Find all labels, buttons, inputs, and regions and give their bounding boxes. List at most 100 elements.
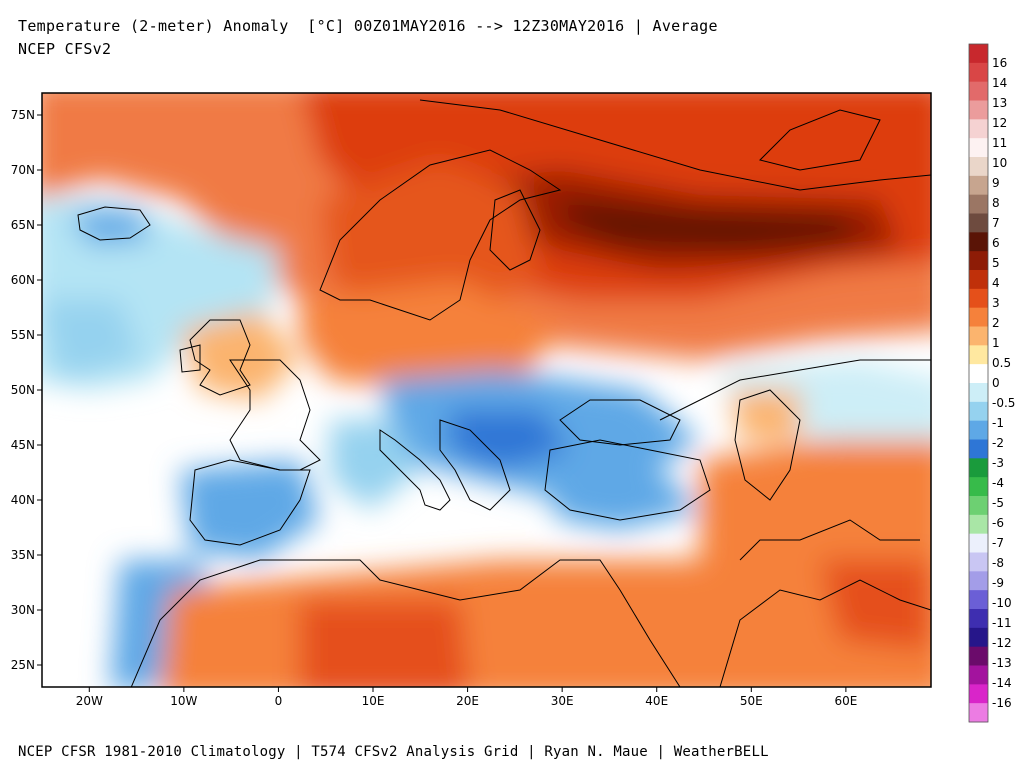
colorbar-swatch: [969, 609, 988, 629]
colorbar-swatch: [969, 232, 988, 252]
colorbar-swatch: [969, 44, 988, 64]
colorbar-swatch: [969, 514, 988, 535]
anomaly-region-scandinavia-warm: [320, 160, 540, 320]
colorbar-label: -14: [992, 676, 1012, 690]
colorbar-swatch: [969, 288, 988, 309]
colorbar-label: 5: [992, 256, 1000, 270]
colorbar-label: -7: [992, 536, 1004, 550]
colorbar-label: -5: [992, 496, 1004, 510]
lat-tick-label: 40N: [11, 493, 35, 507]
colorbar-swatch: [969, 213, 988, 233]
anomaly-region-uk-warm: [180, 310, 300, 400]
colorbar-swatch: [969, 383, 988, 403]
colorbar-swatch: [969, 157, 988, 177]
lat-tick-label: 75N: [11, 108, 35, 122]
colorbar-swatch: [969, 477, 988, 497]
colorbar-swatch: [969, 119, 988, 139]
colorbar-label: 9: [992, 176, 1000, 190]
lon-tick-label: 0: [275, 694, 283, 708]
colorbar-swatch: [969, 326, 988, 346]
lat-tick-label: 45N: [11, 438, 35, 452]
colorbar-label: -9: [992, 576, 1004, 590]
colorbar-label: 11: [992, 136, 1007, 150]
colorbar-swatch: [969, 439, 988, 459]
anomaly-region-iran-strong-warm: [820, 560, 930, 650]
colorbar-swatch: [969, 100, 988, 120]
colorbar-swatch: [969, 684, 988, 704]
lat-tick-label: 65N: [11, 218, 35, 232]
lon-tick-label: 20E: [456, 694, 479, 708]
colorbar-swatch: [969, 703, 988, 723]
anomaly-field: [42, 93, 931, 687]
anomaly-region-balkans-cold-core: [450, 410, 570, 470]
anomaly-region-russia-core: [560, 200, 860, 250]
colorbar-swatch: [969, 138, 988, 158]
colorbar-swatch: [969, 533, 988, 553]
colorbar-label: -8: [992, 556, 1004, 570]
lat-tick-label: 70N: [11, 163, 35, 177]
colorbar-label: -4: [992, 476, 1004, 490]
colorbar-swatch: [969, 270, 988, 290]
colorbar-label: -1: [992, 416, 1004, 430]
anomaly-region-turkey-cool: [540, 470, 700, 530]
colorbar-label: -16: [992, 696, 1012, 710]
colorbar-label: 13: [992, 96, 1007, 110]
lat-tick-label: 55N: [11, 328, 35, 342]
colorbar-swatch: [969, 496, 988, 516]
colorbar-label: -3: [992, 456, 1004, 470]
colorbar-swatch: [969, 345, 988, 365]
colorbar-label: -0.5: [992, 396, 1015, 410]
map-credits: NCEP CFSR 1981-2010 Climatology | T574 C…: [18, 744, 769, 760]
colorbar-swatch: [969, 175, 988, 196]
colorbar-label: -13: [992, 656, 1012, 670]
longitude-axis: 20W 10W 0 10E 20E 30E 40E 50E 60E: [76, 687, 857, 708]
colorbar-label: -12: [992, 636, 1012, 650]
colorbar-label: 16: [992, 56, 1007, 70]
colorbar-swatch: [969, 458, 988, 478]
anomaly-region-kazakhstan-warm: [730, 390, 800, 440]
colorbar-swatch: [969, 420, 988, 440]
colorbar-label: 10: [992, 156, 1007, 170]
colorbar-label: 3: [992, 296, 1000, 310]
lat-tick-label: 35N: [11, 548, 35, 562]
colorbar-label: 1: [992, 336, 1000, 350]
anomaly-region-libya-warm: [300, 600, 469, 687]
colorbar-swatch: [969, 364, 988, 384]
colorbar-swatch: [969, 665, 988, 685]
lat-tick-label: 30N: [11, 603, 35, 617]
latitude-axis: 75N 70N 65N 60N 55N 50N 45N 40N 35N 30N 25N: [11, 108, 42, 672]
colorbar-label: 6: [992, 236, 1000, 250]
colorbar-swatch: [969, 251, 988, 271]
lat-tick-label: 50N: [11, 383, 35, 397]
colorbar-frame: [968, 43, 989, 723]
anomaly-region-atlantic-cool-2: [42, 300, 140, 380]
colorbar-swatch: [969, 590, 988, 610]
lon-tick-label: 50E: [740, 694, 763, 708]
colorbar-label: -6: [992, 516, 1004, 530]
colorbar-label: 14: [992, 76, 1007, 90]
colorbar-swatch: [969, 307, 988, 327]
colorbar-swatch: [969, 401, 988, 422]
colorbar: 16 14 13 12 11 10 9 8 7 6 5 4 3 2 1 0.5 0 -0.5 -1 -2 -3 -4 -5 -…: [968, 43, 1015, 723]
lat-tick-label: 25N: [11, 658, 35, 672]
colorbar-label: 12: [992, 116, 1007, 130]
lon-tick-label: 60E: [834, 694, 857, 708]
colorbar-label: -10: [992, 596, 1012, 610]
anomaly-region-iceland-cool: [70, 210, 150, 245]
colorbar-label: 0.5: [992, 356, 1011, 370]
coastlines: [77, 99, 931, 687]
colorbar-swatch: [969, 571, 988, 591]
colorbar-label: 7: [992, 216, 1000, 230]
lon-tick-label: 20W: [76, 694, 103, 708]
colorbar-label: -2: [992, 436, 1004, 450]
map-subtitle: NCEP CFSv2: [18, 40, 112, 58]
colorbar-label: 2: [992, 316, 1000, 330]
lon-tick-label: 10W: [170, 694, 197, 708]
colorbar-swatch: [969, 552, 988, 572]
lon-tick-label: 10E: [362, 694, 385, 708]
map-title: Temperature (2-meter) Anomaly [°C] 00Z01…: [18, 17, 718, 35]
lat-tick-label: 60N: [11, 273, 35, 287]
colorbar-swatch: [969, 646, 988, 666]
anomaly-region-central-europe-warm: [300, 280, 560, 390]
